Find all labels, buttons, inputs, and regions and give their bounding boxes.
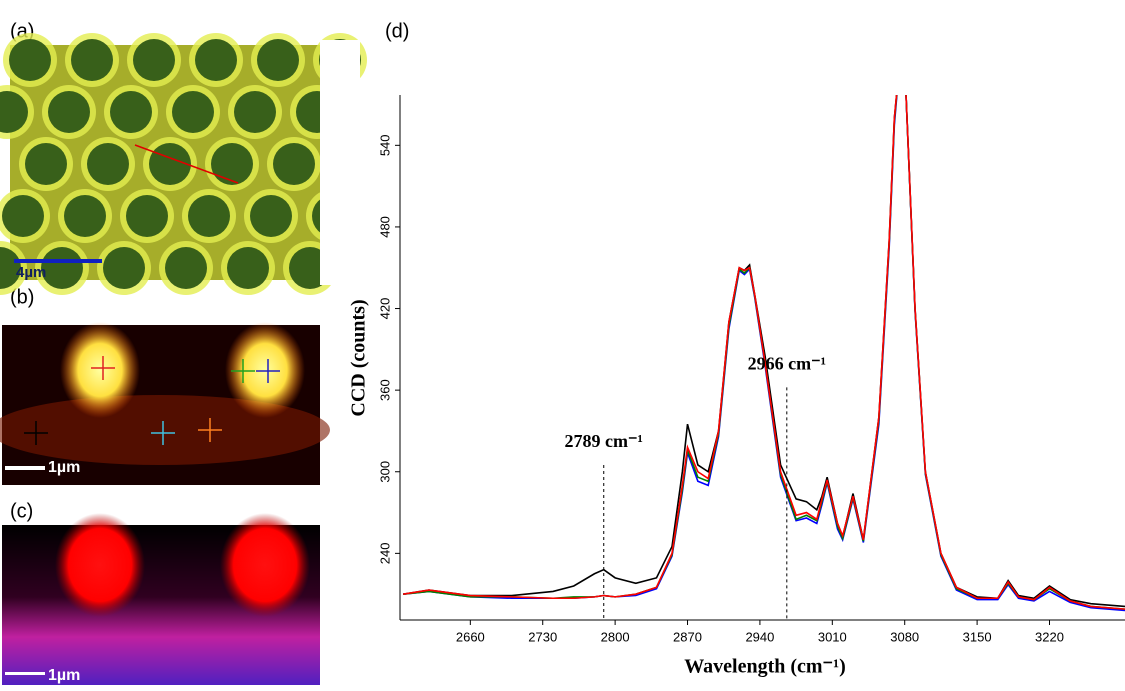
spectrum-line [403,64,1125,611]
pore [126,195,168,237]
blob [55,513,145,617]
pore [71,39,113,81]
pore [2,195,44,237]
blob [60,322,140,418]
blob [225,322,305,418]
image-a [0,33,367,295]
pore [273,143,315,185]
y-tick-label: 240 [377,543,392,565]
pore [211,143,253,185]
panel-label: (d) [385,20,409,42]
x-tick-label: 2800 [601,629,630,644]
image-c [2,513,320,685]
scale-bar [5,672,45,675]
annotation-label: 2789 cm⁻¹ [565,431,643,451]
y-tick-label: 480 [377,216,392,238]
scale-bar [5,466,45,470]
y-tick-label: 360 [377,379,392,401]
y-tick-label: 540 [377,134,392,156]
blob [220,513,310,617]
scale-label: 4µm [16,264,46,281]
pore [25,143,67,185]
annotation-label: 2966 cm⁻¹ [748,354,826,374]
pore [188,195,230,237]
y-tick-label: 300 [377,461,392,483]
scale-label: 1µm [48,459,80,476]
pore [48,91,90,133]
spectrum-line [403,64,1125,607]
x-tick-label: 3010 [818,629,847,644]
y-tick-label: 420 [377,298,392,320]
pore [87,143,129,185]
pore [257,39,299,81]
pore [133,39,175,81]
pore [165,247,207,289]
spectrum-line [403,64,1125,609]
x-tick-label: 3080 [890,629,919,644]
x-tick-label: 2660 [456,629,485,644]
pore [250,195,292,237]
x-tick-label: 3150 [963,629,992,644]
pore [234,91,276,133]
pore [64,195,106,237]
y-axis-label: CCD (counts) [348,299,370,416]
x-tick-label: 2940 [745,629,774,644]
spectrum-line [403,64,1125,609]
pore [195,39,237,81]
pore [41,247,83,289]
x-tick-label: 2730 [528,629,557,644]
pore [110,91,152,133]
mask [320,40,360,285]
pore [172,91,214,133]
scale-bar [14,259,102,263]
pore [103,247,145,289]
x-axis-label: Wavelength (cm⁻¹) [684,656,846,678]
pore [9,39,51,81]
panel-label: (c) [10,500,33,522]
x-tick-label: 2870 [673,629,702,644]
scale-label: 1µm [48,667,80,684]
pore [227,247,269,289]
figure: (a) (b) (c) (d) Wavelength (cm⁻¹) CCD (c… [0,0,1125,686]
x-tick-label: 3220 [1035,629,1064,644]
